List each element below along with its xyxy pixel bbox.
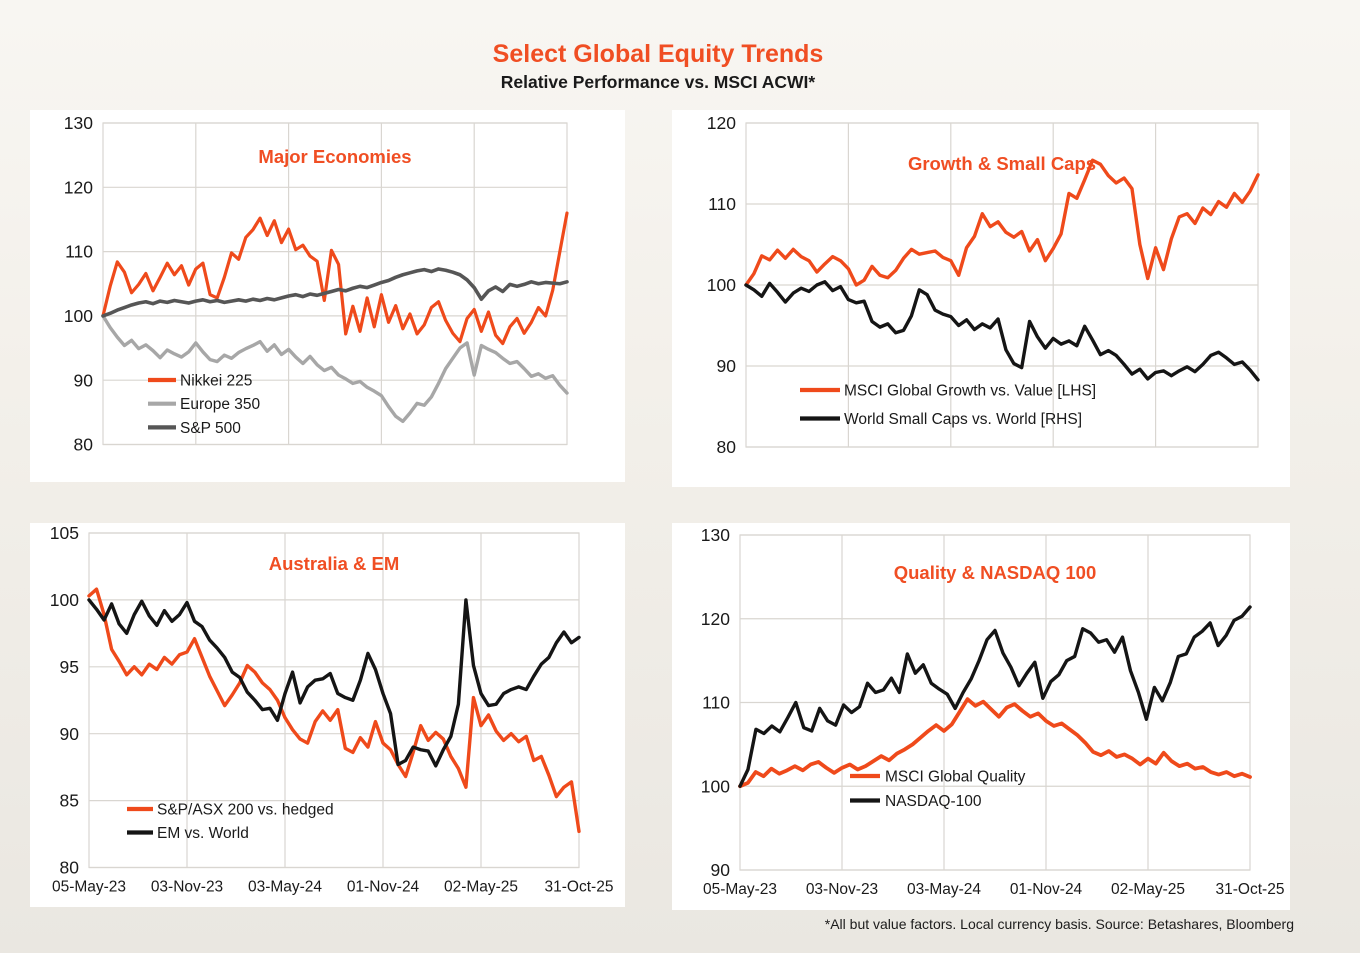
y-tick-label: 100 [50,590,79,610]
y-tick-label: 95 [60,657,79,677]
y-tick-label: 130 [64,113,93,133]
plot-border [88,532,580,869]
y-tick-label: 120 [707,113,736,133]
x-tick-label: 03-Nov-23 [151,879,223,896]
chart-svg-3: 90 100 110 120 130 05-May-23 03-Nov-23 03-May-2… [701,525,1285,898]
y-axis-labels: 80 90 100 110 120 130 [64,113,93,455]
x-axis-labels: 05-May-23 03-Nov-23 03-May-24 01-Nov-24 02-M… [52,879,614,896]
x-tick-label: 03-Nov-23 [806,881,878,898]
series-s-p-asx-200-vs-hedged [87,587,581,834]
legend: MSCI Global Quality NASDAQ-100 [850,768,1026,810]
y-tick-label: 100 [64,306,93,326]
y-tick-label: 120 [701,609,730,629]
legend-label: World Small Caps vs. World [RHS] [844,411,1082,428]
y-axis-labels: 90 100 110 120 130 [701,525,730,880]
y-tick-label: 100 [707,275,736,295]
legend-label: EM vs. World [157,825,249,842]
gridlines [103,122,567,446]
chart-panel-major-economies: 80 90 100 110 120 130 Major Economies Nikkei 22… [30,110,625,482]
legend-label: S&P 500 [180,420,241,437]
x-tick-label: 31-Oct-25 [545,879,614,896]
x-tick-label: 02-May-25 [1111,881,1185,898]
series-europe-350 [101,314,569,424]
x-tick-label: 01-Nov-24 [1010,881,1083,898]
gridlines [89,532,579,869]
chart-svg-2: 80 85 90 95 100 105 05-May-23 03-Nov-23 03-May-2… [50,523,614,896]
y-tick-label: 130 [701,525,730,545]
series-nikkei-225 [101,211,569,346]
chart-title: Australia & EM [269,553,400,574]
y-tick-label: 90 [74,370,94,390]
legend-label: S&P/ASX 200 vs. hedged [157,801,334,818]
y-tick-label: 100 [701,776,730,796]
chart-title: Growth & Small Caps [908,153,1096,174]
y-tick-label: 90 [60,724,80,744]
page-subtitle: Relative Performance vs. MSCI ACWI* [500,72,816,92]
chart-title: Quality & NASDAQ 100 [894,562,1097,583]
series-msci-global-growth-vs-value-lhs [744,158,1260,287]
page-title: Select Global Equity Trends [492,40,824,68]
y-tick-label: 110 [702,693,730,713]
y-tick-label: 110 [708,194,736,214]
y-tick-label: 80 [60,858,80,878]
legend-label: MSCI Global Growth vs. Value [LHS] [844,382,1096,399]
x-tick-label: 01-Nov-24 [347,879,420,896]
y-tick-label: 90 [711,860,731,880]
series-s-p-500 [101,267,569,318]
y-tick-label: 105 [50,523,79,543]
legend-label: MSCI Global Quality [885,768,1026,785]
chart-panel-growth-small-caps: 80 90 100 110 120 Growth & Small Caps MSCI Glo… [672,110,1290,487]
y-tick-label: 80 [74,435,94,455]
series-msci-global-quality [738,697,1252,789]
chart-header: Select Global Equity Trends Relative Per… [0,0,1316,93]
x-tick-label: 05-May-23 [703,881,777,898]
y-tick-label: 110 [65,242,93,262]
gridlines [740,534,1250,871]
series-world-small-caps-vs-world-rhs [744,280,1260,382]
y-tick-label: 85 [60,791,79,811]
plot-border [739,534,1251,871]
chart-svg-1: 80 90 100 110 120 Growth & Small Caps MSCI Glo… [707,113,1260,457]
y-tick-label: 120 [64,177,93,197]
x-tick-label: 03-May-24 [248,879,322,896]
x-tick-label: 02-May-25 [444,879,518,896]
x-tick-label: 05-May-23 [52,879,126,896]
legend-label: NASDAQ-100 [885,793,982,810]
y-axis-labels: 80 85 90 95 100 105 [50,523,79,878]
x-tick-label: 03-May-24 [907,881,981,898]
x-axis-labels: 05-May-23 03-Nov-23 03-May-24 01-Nov-24 02-M… [703,881,1285,898]
series-nasdaq-100 [738,605,1252,788]
y-tick-label: 90 [717,356,737,376]
chart-panel-quality-nasdaq: 90 100 110 120 130 05-May-23 03-Nov-23 03-May-2… [672,523,1290,910]
chart-panel-australia-em: 80 85 90 95 100 105 05-May-23 03-Nov-23 03-May-2… [30,523,625,907]
legend: Nikkei 225 Europe 350 S&P 500 [148,372,261,437]
legend: S&P/ASX 200 vs. hedged EM vs. World [127,801,334,842]
y-tick-label: 80 [717,437,737,457]
legend-label: Nikkei 225 [180,372,252,389]
series-em-vs-world [87,598,581,768]
legend: MSCI Global Growth vs. Value [LHS] World … [800,382,1096,428]
legend-label: Europe 350 [180,396,261,413]
chart-title: Major Economies [258,146,411,167]
plot-border [102,122,568,446]
y-axis-labels: 80 90 100 110 120 [707,113,736,457]
chart-svg-0: 80 90 100 110 120 130 Major Economies Nikkei 22… [64,113,569,455]
footnote: *All but value factors. Local currency b… [824,916,1294,932]
x-tick-label: 31-Oct-25 [1216,881,1285,898]
